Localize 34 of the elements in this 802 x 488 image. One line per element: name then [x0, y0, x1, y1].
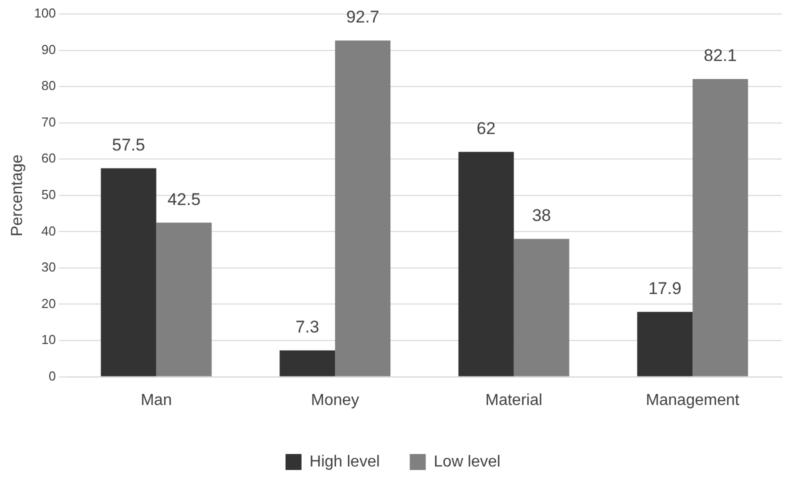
- y-tick-label: 40: [41, 223, 56, 238]
- bar: [692, 78, 748, 376]
- y-axis-title: Percentage: [9, 154, 26, 236]
- bar: [458, 152, 514, 376]
- bar: [100, 168, 156, 376]
- data-label: 57.5: [112, 135, 146, 154]
- x-tick-label: Material: [485, 392, 542, 409]
- data-label: 38: [532, 206, 552, 226]
- data-label: 62: [476, 119, 496, 138]
- x-tick-label: Money: [311, 392, 360, 409]
- data-label: 7.3: [296, 318, 320, 337]
- y-tick-label: 0: [48, 368, 56, 384]
- x-tick-label: Man: [140, 392, 172, 409]
- y-tick-label: 100: [34, 6, 56, 21]
- legend-label: High level: [310, 453, 380, 470]
- bar: [514, 238, 570, 376]
- x-tick-label: Management: [646, 392, 740, 409]
- data-label: 17.9: [648, 279, 682, 298]
- legend-label: Low level: [434, 453, 500, 470]
- y-tick-label: 20: [41, 296, 56, 311]
- data-label: 82.1: [704, 46, 737, 66]
- bar: [156, 222, 212, 376]
- bar: [335, 40, 390, 376]
- y-tick-label: 70: [41, 114, 56, 130]
- bar: [280, 350, 336, 376]
- bar: [637, 312, 693, 376]
- data-label: 42.5: [167, 190, 201, 209]
- data-label: 92.7: [346, 8, 380, 27]
- y-tick-label: 90: [41, 42, 56, 57]
- y-tick-label: 30: [41, 260, 56, 275]
- y-tick-label: 60: [41, 150, 56, 166]
- y-tick-label: 80: [41, 78, 56, 94]
- y-tick-label: 10: [41, 332, 56, 348]
- y-tick-label: 50: [41, 186, 56, 202]
